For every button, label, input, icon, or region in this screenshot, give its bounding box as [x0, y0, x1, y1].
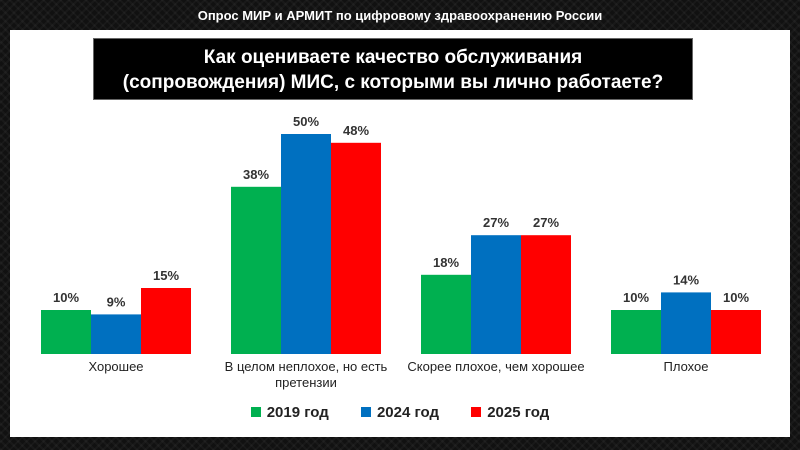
legend-item-2019: 2019 год [250, 404, 329, 421]
bar-2024-bad [661, 292, 711, 354]
data-label-2025-rather-bad: 27% [533, 215, 559, 230]
data-label-2019-good: 10% [53, 290, 79, 305]
bar-2025-good [141, 288, 191, 354]
category-label-good: Хорошее [88, 359, 144, 374]
bar-2019-bad [611, 310, 661, 354]
header-title: Опрос МИР и АРМИТ по цифровому здравоохр… [197, 8, 603, 23]
legend-swatch-2025 [471, 407, 482, 417]
chart-title-line-1: Как оцениваете качество обслуживания [203, 47, 583, 68]
chart-legend: 2019 год 2024 год 2025 год [0, 404, 800, 421]
bar-2024-good [91, 314, 141, 354]
legend-swatch-2019 [250, 407, 261, 417]
legend-item-2025: 2025 год [471, 404, 549, 421]
legend-swatch-2024 [360, 407, 371, 417]
bar-2024-fair [281, 134, 331, 354]
data-label-2024-rather-bad: 27% [483, 215, 509, 230]
data-label-2025-good: 15% [153, 268, 179, 283]
legend-label-2019: 2019 год [266, 404, 329, 421]
category-label-rather-bad: Скорее плохое, чем хорошее [407, 359, 585, 374]
data-label-2019-fair: 38% [243, 167, 269, 182]
legend-item-2024: 2024 год [360, 404, 440, 421]
bar-2025-rather-bad [521, 235, 571, 354]
bar-2019-fair [231, 186, 281, 354]
bar-2025-fair [331, 142, 381, 354]
data-label-2024-fair: 50% [293, 114, 319, 129]
data-label-2019-rather-bad: 18% [433, 255, 459, 270]
chart-title: Как оцениваете качество обслуживания (со… [93, 38, 693, 100]
bar-2019-good [41, 310, 91, 354]
category-label-fair: В целом неплохое, но есть претензии [224, 359, 388, 390]
bar-2019-rather-bad [421, 274, 471, 354]
data-label-2025-bad: 10% [723, 290, 749, 305]
data-label-2024-good: 9% [107, 294, 126, 309]
legend-label-2025: 2025 год [487, 404, 550, 421]
chart-title-line-2: (сопровождения) МИС, с которыми вы лично… [122, 72, 664, 93]
bar-2025-bad [711, 310, 761, 354]
legend-label-2024: 2024 год [376, 404, 440, 421]
category-label-bad: Плохое [663, 359, 709, 374]
data-label-2019-bad: 10% [623, 290, 649, 305]
bar-2024-rather-bad [471, 235, 521, 354]
data-label-2025-fair: 48% [343, 123, 369, 138]
data-label-2024-bad: 14% [673, 272, 699, 287]
